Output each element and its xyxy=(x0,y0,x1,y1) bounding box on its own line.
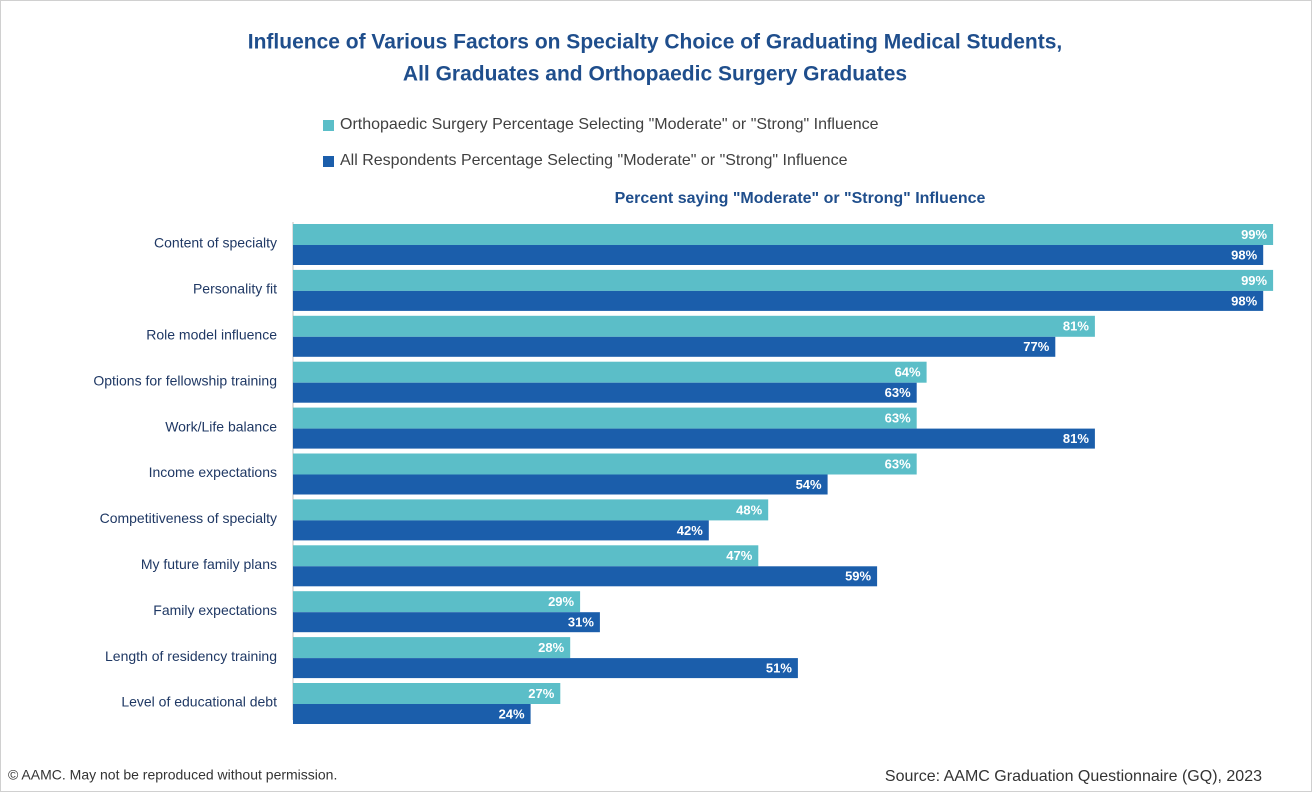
data-label: 99% xyxy=(1241,273,1267,288)
bar xyxy=(293,637,571,659)
y-tick-label: My future family plans xyxy=(141,556,277,572)
legend-swatch xyxy=(323,156,334,167)
bar xyxy=(293,382,917,403)
data-label: 77% xyxy=(1023,339,1049,354)
data-label: 99% xyxy=(1241,227,1267,242)
y-tick-label: Length of residency training xyxy=(105,648,277,664)
data-label: 81% xyxy=(1063,319,1089,334)
y-tick-label: Personality fit xyxy=(193,281,277,297)
bar xyxy=(293,658,798,679)
bar xyxy=(293,499,769,521)
data-label: 48% xyxy=(736,502,762,517)
data-label: 64% xyxy=(895,365,921,380)
bar xyxy=(293,269,1274,291)
data-label: 47% xyxy=(726,548,752,563)
data-label: 29% xyxy=(548,594,574,609)
bar xyxy=(293,315,1095,337)
data-label: 51% xyxy=(766,661,792,676)
bar xyxy=(293,407,917,429)
bar xyxy=(293,336,1056,357)
legend-label: All Respondents Percentage Selecting "Mo… xyxy=(340,152,848,169)
data-label: 27% xyxy=(528,686,554,701)
data-label: 81% xyxy=(1063,431,1089,446)
y-tick-label: Income expectations xyxy=(149,464,277,480)
bar xyxy=(293,520,709,541)
data-label: 54% xyxy=(796,477,822,492)
y-tick-label: Competitiveness of specialty xyxy=(100,510,277,526)
copyright: © AAMC. May not be reproduced without pe… xyxy=(8,767,337,783)
y-tick-label: Work/Life balance xyxy=(165,418,277,434)
data-label: 31% xyxy=(568,615,594,630)
y-tick-label: Family expectations xyxy=(153,602,277,618)
chart-title: Influence of Various Factors on Specialt… xyxy=(248,31,1062,54)
y-tick-label: Content of specialty xyxy=(154,235,277,251)
data-label: 42% xyxy=(677,523,703,538)
data-label: 98% xyxy=(1231,293,1257,308)
data-label: 63% xyxy=(885,385,911,400)
bar xyxy=(293,245,1264,265)
y-tick-label: Options for fellowship training xyxy=(93,372,277,388)
chart-subtitle: All Graduates and Orthopaedic Surgery Gr… xyxy=(403,63,907,86)
legend-swatch xyxy=(323,120,334,131)
bar xyxy=(293,428,1095,449)
y-tick-label: Level of educational debt xyxy=(121,694,277,710)
data-label: 59% xyxy=(845,569,871,584)
data-label: 24% xyxy=(499,706,525,721)
bar xyxy=(293,683,561,704)
data-label: 63% xyxy=(885,411,911,426)
bar xyxy=(293,612,600,633)
bar xyxy=(293,545,759,567)
y-tick-label: Role model influence xyxy=(146,327,277,343)
bar xyxy=(293,566,878,587)
data-label: 98% xyxy=(1231,247,1257,262)
bar xyxy=(293,474,828,495)
data-label: 28% xyxy=(538,640,564,655)
bar xyxy=(293,224,1274,245)
axis-title: Percent saying "Moderate" or "Strong" In… xyxy=(615,190,986,207)
source: Source: AAMC Graduation Questionnaire (G… xyxy=(885,768,1262,785)
data-label: 63% xyxy=(885,456,911,471)
bar xyxy=(293,290,1264,311)
bar xyxy=(293,453,917,475)
legend-label: Orthopaedic Surgery Percentage Selecting… xyxy=(340,116,879,133)
bar xyxy=(293,704,531,724)
bar xyxy=(293,361,927,383)
bar xyxy=(293,591,581,613)
